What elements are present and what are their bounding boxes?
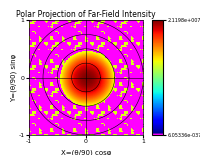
Y-axis label: Y=(θ/90) sinφ: Y=(θ/90) sinφ [10, 53, 17, 102]
Title: Polar Projection of Far-Field Intensity: Polar Projection of Far-Field Intensity [16, 10, 156, 19]
X-axis label: X=(θ/90) cosφ: X=(θ/90) cosφ [61, 150, 111, 155]
